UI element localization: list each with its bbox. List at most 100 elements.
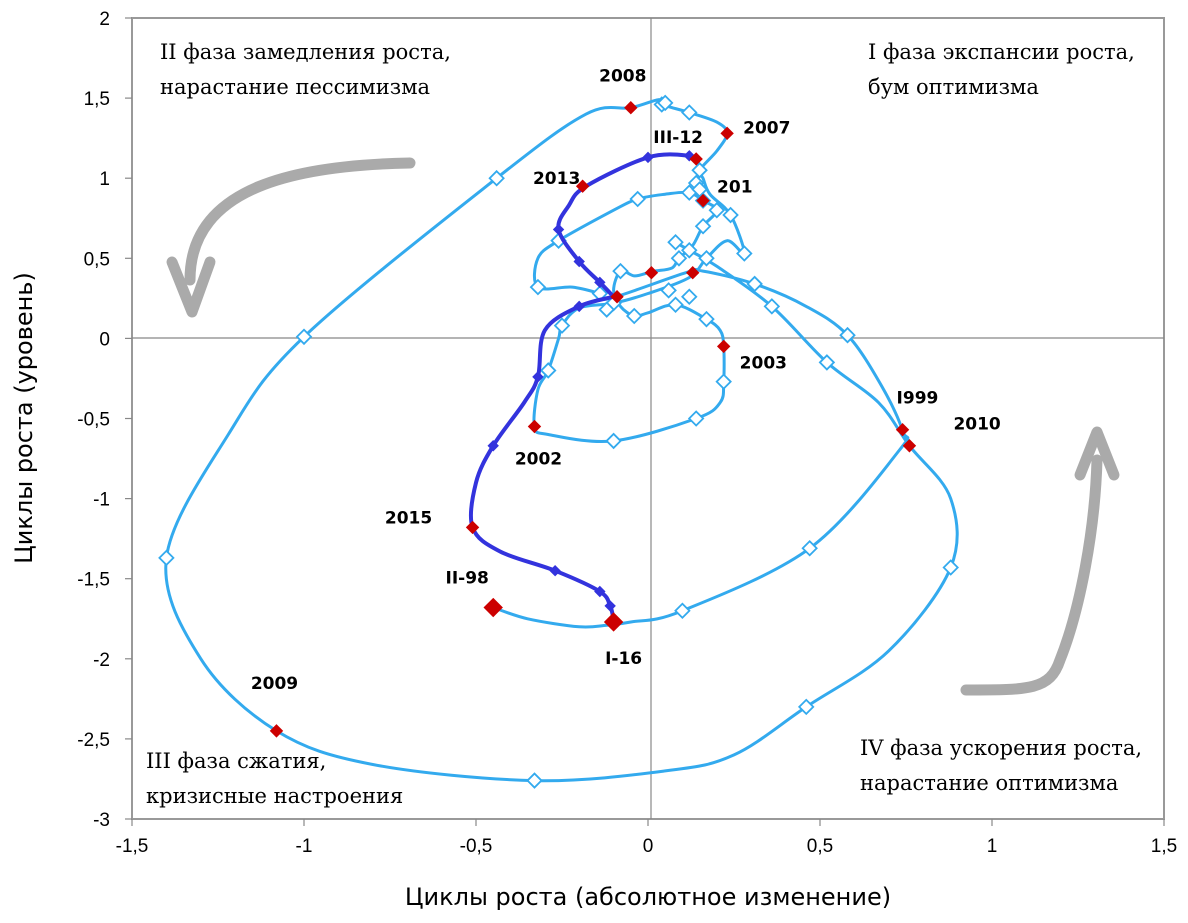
dark-series-point (532, 371, 544, 383)
y-tick-label: 1,5 (84, 89, 110, 110)
year-point (465, 520, 480, 535)
dark-series-point (594, 585, 606, 598)
y-tick-label: -0,5 (77, 410, 110, 431)
light-series-point (629, 190, 646, 208)
light-series-point (818, 354, 836, 371)
cycle-arrow-left (166, 157, 416, 318)
year-point (483, 597, 503, 618)
year-label: 2002 (515, 450, 562, 470)
x-tick-label: -0,5 (460, 836, 493, 857)
light-series-point (656, 94, 674, 112)
light-series-point (681, 288, 698, 306)
light-series-point (763, 298, 781, 315)
phase-4-caption: IV фаза ускорения роста, нарастание опти… (860, 736, 1142, 795)
plot-frame (131, 17, 1165, 820)
year-label: 2010 (953, 415, 1000, 435)
light-series-point (708, 201, 726, 219)
x-axis-label: Циклы роста (абсолютное изменение) (405, 883, 891, 911)
year-point (696, 193, 710, 208)
x-tick-label: 0,5 (807, 836, 833, 857)
light-series-point (746, 275, 763, 293)
year-label: 2007 (743, 118, 790, 138)
light-series-point (736, 245, 753, 262)
light-series-point (667, 234, 684, 251)
light-series-point (598, 301, 615, 318)
phase-3-line-2: кризисные настроения (146, 784, 403, 808)
year-point (603, 612, 624, 632)
cycle-arrow-right (960, 426, 1120, 696)
light-series-point (674, 602, 691, 620)
year-label: 2003 (740, 353, 787, 373)
dark-series-point (552, 223, 565, 236)
year-markers (269, 101, 917, 738)
year-point (895, 423, 910, 437)
light-series-point (667, 296, 684, 314)
light-series-point (681, 104, 698, 121)
dark-series-markers (487, 150, 695, 612)
light-series-point (691, 181, 708, 198)
light-series-point (526, 772, 543, 789)
dark-series-point (549, 564, 561, 577)
phase-1-line-1: I фаза экспансии роста, (868, 40, 1135, 64)
x-axis-ticks: -1,5 -1 -0,5 0 0,5 1 1,5 (116, 819, 1177, 857)
dark-series-point (573, 255, 585, 268)
phase-1-line-2: бум оптимизма (868, 75, 1039, 99)
y-tick-label: -1 (93, 490, 110, 511)
light-series-point (529, 278, 547, 296)
year-point (269, 724, 284, 738)
dark-series-point (642, 151, 654, 164)
light-series-point (488, 169, 505, 187)
y-tick-label: 2 (99, 9, 110, 30)
year-point (902, 439, 917, 453)
year-label: 201 (717, 178, 753, 198)
light-series-point (801, 539, 818, 557)
y-axis-ticks: -3 -2,5 -2 -1,5 -1 -0,5 0 0,5 1 1,5 2 (77, 9, 132, 831)
light-series-point (681, 242, 698, 259)
light-series-point (625, 307, 643, 325)
year-point (720, 126, 734, 141)
year-label: I-16 (605, 649, 642, 669)
phase-3-caption: III фаза сжатия, кризисные настроения (146, 749, 403, 808)
x-tick-label: -1 (296, 836, 313, 857)
year-label: II-98 (446, 569, 489, 589)
phase-3-line-1: III фаза сжатия, (146, 749, 326, 773)
year-label: 2008 (599, 67, 646, 87)
light-series-markers (158, 94, 959, 789)
year-point (644, 266, 659, 280)
phase-2-line-2: нарастание пессимизма (160, 75, 430, 99)
light-series-point (715, 373, 732, 390)
light-series-point (698, 250, 715, 267)
year-label: III-12 (653, 128, 703, 148)
y-tick-label: -2,5 (77, 730, 110, 751)
year-point (686, 266, 700, 280)
year-point (624, 101, 638, 115)
light-series-point (660, 282, 677, 299)
phase-2-caption: II фаза замедления роста, нарастание пес… (160, 40, 451, 99)
light-series-point (605, 432, 622, 450)
x-tick-label: 1 (987, 836, 998, 857)
light-series-point (942, 559, 959, 576)
light-series-point (698, 310, 715, 328)
light-series-point (722, 206, 739, 224)
light-series-point (612, 262, 629, 280)
year-point (689, 152, 703, 166)
year-labels: 2008 2007 III-12 2013 201 2003 I999 2010 2002 201… (251, 67, 1001, 694)
phase-4-line-2: нарастание оптимизма (860, 771, 1118, 795)
light-series-point (694, 217, 712, 235)
dark-series-point (573, 300, 585, 313)
phase-2-line-1: II фаза замедления роста, (160, 40, 451, 64)
light-series-point (839, 326, 856, 344)
year-label: 2015 (385, 508, 432, 528)
x-tick-label: 1,5 (1151, 836, 1177, 857)
dark-series-line-upper (556, 152, 698, 299)
light-series-point (670, 250, 688, 267)
year-point (716, 339, 731, 354)
light-series-point (158, 549, 175, 567)
dark-series-point (594, 276, 606, 289)
light-series-point (295, 328, 313, 346)
y-tick-label: -2 (93, 650, 110, 671)
y-tick-label: 0 (99, 329, 110, 350)
year-label: I999 (897, 389, 939, 409)
year-point (527, 419, 542, 434)
